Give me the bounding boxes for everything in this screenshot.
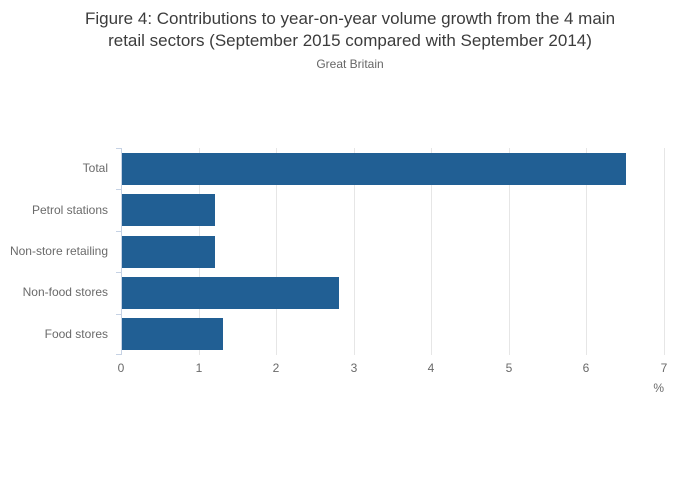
category-label: Non-food stores <box>22 285 108 299</box>
category-label: Petrol stations <box>31 203 108 217</box>
bar <box>122 236 215 268</box>
gridline <box>586 148 587 355</box>
gridline <box>276 148 277 355</box>
y-axis-line <box>121 148 122 355</box>
plot-area <box>116 148 665 355</box>
bar <box>122 194 215 226</box>
gridline <box>509 148 510 355</box>
bar <box>122 277 339 309</box>
chart-title: Figure 4: Contributions to year-on-year … <box>0 8 700 52</box>
x-tick-label: 5 <box>505 361 513 375</box>
category-label: Food stores <box>44 327 108 341</box>
x-tick-label: 4 <box>427 361 435 375</box>
y-axis-tick <box>116 272 121 273</box>
category-label: Total <box>82 161 108 175</box>
bar <box>122 318 223 350</box>
y-axis-tick <box>116 231 121 232</box>
y-axis-tick <box>116 189 121 190</box>
category-label: Non-store retailing <box>9 244 108 258</box>
chart-title-line-1: Figure 4: Contributions to year-on-year … <box>84 9 616 28</box>
x-tick-label: 0 <box>117 361 125 375</box>
x-tick-label: 1 <box>195 361 203 375</box>
bar <box>122 153 626 185</box>
y-axis-tick <box>116 354 121 355</box>
x-tick-label: 6 <box>582 361 590 375</box>
chart-title-line-2: retail sectors (September 2015 compared … <box>108 31 592 50</box>
x-tick-label: 7 <box>660 361 668 375</box>
gridline <box>431 148 432 355</box>
y-axis-tick <box>116 148 121 149</box>
gridline <box>664 148 665 355</box>
x-tick-label: 3 <box>350 361 358 375</box>
x-tick-label: 2 <box>272 361 280 375</box>
gridline <box>354 148 355 355</box>
chart-subtitle: Great Britain <box>316 57 384 71</box>
y-axis-tick <box>116 314 121 315</box>
x-axis-unit-label: % <box>653 381 664 395</box>
